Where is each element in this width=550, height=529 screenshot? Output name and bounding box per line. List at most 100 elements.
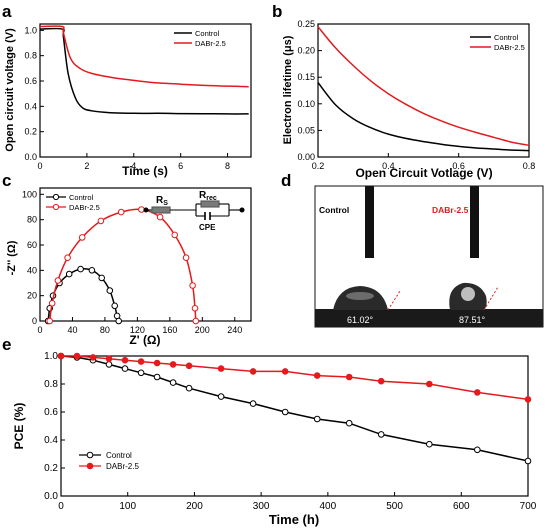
panel-b-legend-control: Control bbox=[494, 33, 519, 42]
panel-b-ylabel: Electron lifetime (μs) bbox=[282, 35, 294, 144]
panel-a-ytick-label: 1.0 bbox=[24, 25, 37, 35]
panel-b-ytick-label: 0.10 bbox=[297, 99, 315, 109]
panel-e-point-control bbox=[524, 457, 532, 465]
panel-e-xlabel: Time (h) bbox=[269, 512, 319, 527]
panel-e-series bbox=[57, 352, 532, 465]
panel-c-point-control bbox=[115, 317, 122, 325]
panel-c-xlabel: Z' (Ω) bbox=[129, 333, 160, 347]
panel-c-point-dabr bbox=[48, 300, 56, 307]
panel-c-point-dabr bbox=[171, 231, 178, 239]
panel-c-point-dabr bbox=[117, 208, 125, 216]
panel-e-point-control bbox=[249, 400, 257, 407]
panel-b-series-control-line bbox=[317, 82, 530, 152]
panel-c-xtick-label: 120 bbox=[130, 325, 145, 335]
panel-e-point-dabr bbox=[345, 373, 353, 381]
panel-e-point-control bbox=[345, 419, 353, 427]
panel-b-xlabel: Open Circuit Votlage (V) bbox=[355, 166, 492, 180]
panel-e-xtick-label: 700 bbox=[520, 501, 537, 512]
panel-c-point-dabr bbox=[97, 217, 105, 225]
panel-c-point-control bbox=[77, 265, 84, 273]
panel-a-xtick-label: 6 bbox=[178, 161, 183, 171]
panel-e-xtick-label: 200 bbox=[186, 501, 203, 512]
panel-c-point-dabr bbox=[64, 254, 71, 262]
panel-a-legend-control: Control bbox=[195, 29, 220, 38]
panel-e-point-control bbox=[105, 361, 113, 368]
panel-c-point-dabr bbox=[138, 206, 145, 213]
panel-c-point-dabr bbox=[78, 234, 86, 241]
panel-c-chart: 0 40 80 120 160 200 240 0 20 40 60 80 100 Z' (Ω) -Z'… bbox=[6, 187, 252, 347]
panel-e-point-control bbox=[474, 446, 481, 454]
panel-c-ytick-label: 100 bbox=[22, 189, 37, 199]
panel-c-xtick-label: 80 bbox=[100, 325, 110, 335]
panel-e-ylabel: PCE (%) bbox=[12, 403, 26, 450]
panel-c-point-dabr bbox=[191, 305, 199, 312]
panel-e-point-dabr bbox=[217, 365, 225, 372]
panel-e-ytick-label: 0.0 bbox=[44, 491, 58, 502]
panel-c-xtick-label: 200 bbox=[195, 325, 210, 335]
panel-letter-c: c bbox=[2, 171, 11, 190]
panel-e-frame bbox=[60, 355, 529, 497]
panel-a-xtick-label: 8 bbox=[225, 161, 230, 171]
panel-e-legend: Control DABr-2.5 bbox=[79, 451, 139, 471]
panel-e-xtick-label: 100 bbox=[119, 501, 136, 512]
panel-c-point-dabr bbox=[189, 282, 196, 289]
photo-frame bbox=[314, 185, 544, 328]
panel-c-point-control bbox=[65, 270, 73, 278]
panel-e-xtick-label: 0 bbox=[58, 501, 64, 512]
panel-c-point-dabr bbox=[46, 317, 54, 325]
panel-c-point-dabr bbox=[192, 317, 200, 325]
panel-e-point-control bbox=[121, 365, 129, 372]
panel-a-ytick-label: 0.8 bbox=[24, 51, 37, 61]
panel-a-ytick-label: 0.4 bbox=[24, 101, 37, 111]
panel-e-ticks: 0 100 200 300 400 500 600 700 0.0 0.2 0.4 0.6 0.8 1.0 bbox=[44, 351, 537, 512]
panel-c-xtick-label: 40 bbox=[67, 325, 77, 335]
panel-a-xtick-label: 0 bbox=[37, 161, 42, 171]
panel-e-point-control bbox=[313, 415, 321, 423]
panel-c-point-control bbox=[98, 274, 105, 282]
panel-e-point-dabr bbox=[89, 354, 97, 361]
panel-c-point-control bbox=[88, 267, 96, 274]
panel-a-series-dabr-line bbox=[39, 25, 249, 88]
panel-b-ytick-label: 0.00 bbox=[297, 152, 315, 162]
panel-e-point-dabr bbox=[249, 368, 257, 375]
panel-c-ytick-label: 80 bbox=[27, 215, 37, 225]
panel-e-point-dabr bbox=[524, 396, 532, 403]
panel-a-legend: Control DABr-2.5 bbox=[174, 29, 226, 48]
panel-letter-d: d bbox=[281, 171, 291, 190]
panel-c-legend-control: Control bbox=[69, 193, 94, 202]
panel-e-point-dabr bbox=[281, 368, 289, 375]
panel-e-point-control bbox=[377, 431, 385, 438]
panel-e-xtick-label: 600 bbox=[453, 501, 470, 512]
panel-e-point-control bbox=[185, 384, 193, 392]
panel-e-point-control bbox=[153, 373, 161, 381]
panel-c-ylabel: -Z'' (Ω) bbox=[6, 240, 18, 275]
panel-e-point-dabr bbox=[73, 352, 81, 360]
panel-a-chart: 0 2 4 6 8 0.0 0.2 0.4 0.6 0.8 1.0 Time (s) Open ci… bbox=[4, 23, 252, 178]
panel-b-chart: 0.2 0.4 0.6 0.8 0.00 0.05 0.10 0.15 0.20 0.25 Ope… bbox=[282, 19, 535, 180]
panel-a-xtick-label: 4 bbox=[131, 161, 136, 171]
circuit-label-rs: RS bbox=[156, 195, 168, 207]
panel-b-legend: Control DABr-2.5 bbox=[470, 33, 525, 52]
panel-e-ytick-label: 0.4 bbox=[44, 435, 58, 446]
panel-b-ytick-label: 0.15 bbox=[297, 72, 315, 82]
panel-b-series-dabr-line bbox=[317, 26, 530, 147]
panel-e-point-dabr bbox=[169, 361, 177, 368]
panel-a-xtick-label: 2 bbox=[84, 161, 89, 171]
panel-letter-a: a bbox=[2, 2, 12, 21]
panel-b-ytick-label: 0.25 bbox=[297, 19, 315, 29]
panel-c-point-dabr bbox=[54, 277, 62, 284]
panel-e-ytick-label: 0.6 bbox=[44, 407, 58, 418]
panel-c-point-dabr bbox=[182, 254, 190, 262]
panel-d-contact-angle-image: Control DABr-2.5 61.02° 87.51° bbox=[314, 185, 544, 328]
panel-c-xtick-label: 0 bbox=[37, 325, 42, 335]
panel-b-ticks: 0.2 0.4 0.6 0.8 0.00 0.05 0.10 0.15 0.20 0.25 bbox=[297, 19, 535, 171]
panel-a-ticks: 0 2 4 6 8 0.0 0.2 0.4 0.6 0.8 1.0 bbox=[24, 25, 230, 171]
panel-e-point-dabr bbox=[185, 362, 193, 370]
panel-b-ytick-label: 0.05 bbox=[297, 125, 315, 135]
panel-a-legend-dabr: DABr-2.5 bbox=[195, 39, 226, 48]
panel-e-point-dabr bbox=[153, 359, 161, 367]
panel-b-xtick-label: 0.2 bbox=[312, 161, 325, 171]
panel-b-xtick-label: 0.4 bbox=[382, 161, 395, 171]
panel-letter-b: b bbox=[272, 2, 282, 21]
panel-c-ticks: 0 40 80 120 160 200 240 0 20 40 60 80 100 bbox=[22, 189, 242, 335]
